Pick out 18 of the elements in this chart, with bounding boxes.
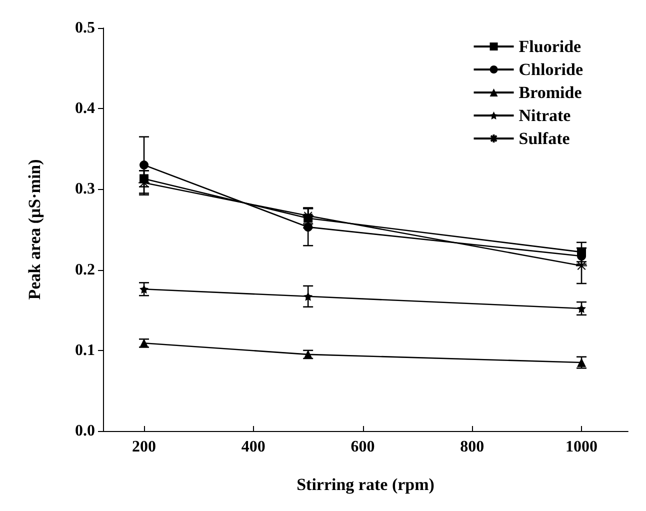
- y-tick-label: 0.3: [75, 180, 95, 198]
- x-tick-label: 200: [132, 438, 156, 456]
- y-tick-label: 0.2: [75, 261, 95, 278]
- legend-label: Chloride: [518, 60, 584, 79]
- y-tick-label: 0.5: [75, 20, 95, 36]
- x-tick-label: 1000: [566, 438, 598, 456]
- legend-label: Nitrate: [518, 106, 572, 125]
- x-tick-label: 600: [350, 438, 375, 456]
- y-tick-label: 0.1: [75, 342, 95, 359]
- x-tick-label: 400: [241, 438, 266, 456]
- y-tick-label: 0.4: [75, 100, 95, 118]
- legend-label: Bromide: [518, 83, 582, 102]
- legend-label: Fluoride: [518, 37, 582, 56]
- legend-label: Sulfate: [518, 129, 570, 148]
- y-tick-label: 0.0: [75, 422, 95, 440]
- y-axis-title: Peak area (μS·min): [25, 159, 44, 300]
- x-tick-label: 800: [460, 438, 484, 456]
- x-axis-title: Stirring rate (rpm): [296, 475, 434, 494]
